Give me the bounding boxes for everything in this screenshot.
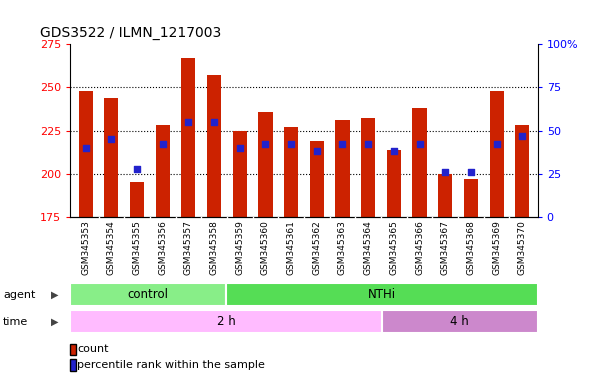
Point: [260, 141, 270, 147]
Bar: [70, 310, 382, 333]
Text: agent: agent: [3, 290, 35, 300]
Bar: [130, 182, 144, 217]
Bar: [181, 58, 196, 217]
Text: count: count: [77, 344, 109, 354]
Point: [338, 141, 348, 147]
Bar: [284, 127, 298, 217]
Text: GSM345363: GSM345363: [338, 220, 347, 275]
Point: [286, 141, 296, 147]
Text: GSM345368: GSM345368: [466, 220, 475, 275]
Text: GDS3522 / ILMN_1217003: GDS3522 / ILMN_1217003: [40, 26, 221, 40]
Point: [312, 148, 322, 154]
Text: GSM345356: GSM345356: [158, 220, 167, 275]
Text: NTHi: NTHi: [368, 288, 396, 301]
Bar: [412, 108, 426, 217]
Text: GSM345355: GSM345355: [133, 220, 142, 275]
Bar: [70, 283, 226, 306]
Point: [389, 148, 399, 154]
Point: [158, 141, 167, 147]
Text: GSM345358: GSM345358: [210, 220, 219, 275]
Bar: [515, 125, 529, 217]
Bar: [438, 174, 452, 217]
Point: [415, 141, 425, 147]
Point: [492, 141, 502, 147]
Bar: [335, 120, 349, 217]
Text: control: control: [128, 288, 169, 301]
Text: GSM345357: GSM345357: [184, 220, 193, 275]
Bar: [310, 141, 324, 217]
Text: GSM345360: GSM345360: [261, 220, 270, 275]
Bar: [489, 91, 503, 217]
Bar: [156, 125, 170, 217]
Bar: [387, 149, 401, 217]
Text: GSM345370: GSM345370: [518, 220, 527, 275]
Bar: [382, 310, 538, 333]
Bar: [104, 98, 119, 217]
Text: GSM345362: GSM345362: [312, 220, 321, 275]
Text: GSM345369: GSM345369: [492, 220, 501, 275]
Bar: [79, 91, 93, 217]
Text: GSM345354: GSM345354: [107, 220, 116, 275]
Text: ▶: ▶: [51, 316, 59, 327]
Point: [81, 145, 90, 151]
Text: percentile rank within the sample: percentile rank within the sample: [77, 360, 265, 370]
Point: [106, 136, 116, 142]
Text: GSM345364: GSM345364: [364, 220, 373, 275]
Text: ▶: ▶: [51, 290, 59, 300]
Text: GSM345365: GSM345365: [389, 220, 398, 275]
Bar: [233, 131, 247, 217]
Point: [132, 166, 142, 172]
Text: 4 h: 4 h: [450, 315, 469, 328]
Point: [466, 169, 476, 175]
Point: [364, 141, 373, 147]
Text: 2 h: 2 h: [217, 315, 235, 328]
Bar: [226, 283, 538, 306]
Bar: [464, 179, 478, 217]
Text: GSM345367: GSM345367: [441, 220, 450, 275]
Text: GSM345361: GSM345361: [287, 220, 296, 275]
Text: GSM345366: GSM345366: [415, 220, 424, 275]
Point: [235, 145, 244, 151]
Point: [441, 169, 450, 175]
Bar: [361, 118, 375, 217]
Text: GSM345359: GSM345359: [235, 220, 244, 275]
Point: [209, 119, 219, 125]
Bar: [258, 111, 273, 217]
Point: [518, 132, 527, 139]
Bar: [207, 75, 221, 217]
Text: time: time: [3, 316, 28, 327]
Text: GSM345353: GSM345353: [81, 220, 90, 275]
Point: [183, 119, 193, 125]
